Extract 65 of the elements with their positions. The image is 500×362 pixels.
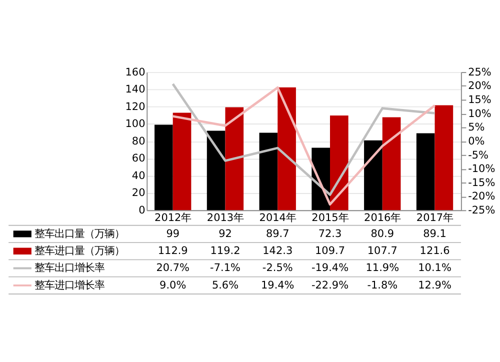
y2-tick-label: 5% <box>468 122 485 134</box>
bar <box>259 132 278 210</box>
y-tick-label: 140 <box>125 84 146 96</box>
y2-tick-label: -20% <box>468 190 496 203</box>
y2-tick-label: -5% <box>468 149 489 162</box>
data-label: -19.4% <box>311 262 349 274</box>
y2-tick-label: -25% <box>468 204 496 216</box>
bar <box>382 117 401 210</box>
y-tick-label: 20 <box>132 187 146 200</box>
data-label: 92 <box>218 228 232 240</box>
y-tick-label: 120 <box>125 100 146 113</box>
data-label: -22.9% <box>311 279 349 292</box>
y2-tick-label: 15% <box>468 94 492 106</box>
data-label: 80.9 <box>370 228 394 240</box>
data-label: 89.7 <box>266 228 290 240</box>
y2-tick-label: 10% <box>468 108 492 120</box>
bar <box>364 140 382 210</box>
legend-label: 整车出口增长率 <box>34 262 104 274</box>
data-label: 12.9% <box>418 279 452 292</box>
legend-label: 整车进口增长率 <box>34 279 104 292</box>
data-label: 119.2 <box>210 244 240 257</box>
y-tick-label: 0 <box>138 204 146 216</box>
legend-label: 整车出口量（万辆） <box>34 228 124 240</box>
x-tick-label: 2016年 <box>364 212 401 224</box>
data-label: 109.7 <box>315 244 345 257</box>
data-label: 112.9 <box>158 244 188 257</box>
y2-tick-label: 0% <box>468 135 485 148</box>
x-tick-label: 2012年 <box>154 212 192 224</box>
y-tick-label: 100 <box>125 118 146 130</box>
data-label: 5.6% <box>212 279 239 292</box>
y2-tick-label: 25% <box>468 66 492 78</box>
data-label: 72.3 <box>318 228 342 240</box>
legend-label: 整车进口量（万辆） <box>34 244 124 257</box>
x-tick-label: 2015年 <box>312 212 348 224</box>
data-label: 19.4% <box>260 279 294 292</box>
bar <box>416 133 435 210</box>
y2-tick-label: -10% <box>468 163 496 176</box>
bar <box>172 112 192 210</box>
y2-tick-label: 20% <box>468 80 492 92</box>
y-tick-label: 60 <box>132 152 146 165</box>
x-tick-label: 2017年 <box>416 212 454 224</box>
data-label: -2.5% <box>262 262 293 274</box>
x-tick-label: 2014年 <box>259 212 296 224</box>
data-label: -7.1% <box>210 262 240 274</box>
y2-tick-label: -15% <box>468 176 496 189</box>
x-tick-label: 2013年 <box>206 212 244 224</box>
bar <box>434 105 454 210</box>
y-tick-label: 80 <box>132 135 146 148</box>
data-label: 121.6 <box>420 244 450 257</box>
data-label: 10.1% <box>418 262 452 274</box>
data-label: 89.1 <box>423 228 446 240</box>
y-tick-label: 40 <box>132 170 146 182</box>
data-label: 107.7 <box>367 244 398 257</box>
bar <box>330 115 348 210</box>
data-label: 9.0% <box>160 279 186 292</box>
data-label: 142.3 <box>262 244 293 257</box>
bar <box>278 87 296 210</box>
y-tick-label: 160 <box>125 66 146 78</box>
bar <box>225 107 244 210</box>
data-label: -1.8% <box>367 279 398 292</box>
bar <box>154 124 173 210</box>
data-label: 11.9% <box>366 262 400 274</box>
data-label: 99 <box>166 228 180 240</box>
bar <box>206 130 226 210</box>
data-label: 20.7% <box>156 262 190 274</box>
